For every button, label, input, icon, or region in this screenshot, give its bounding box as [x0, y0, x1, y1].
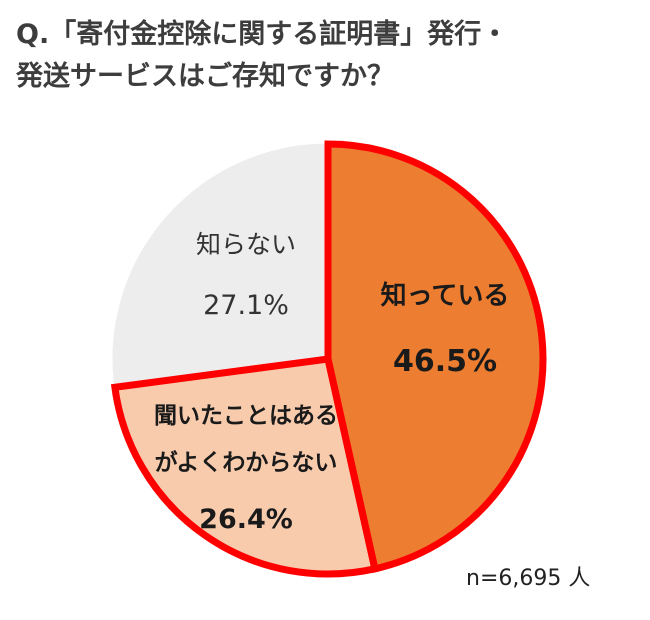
slice-label: 聞いたことはある	[154, 403, 338, 429]
chart-title-line-2: 発送サービスはご存知ですか？	[16, 61, 394, 92]
slice-value-label: 26.4%	[199, 504, 293, 535]
pie-slice-highlight-border	[324, 140, 547, 574]
slice-label: 知らない	[196, 230, 296, 259]
chart-title-line-1: Q.「寄付金控除に関する証明書」発行・	[16, 19, 509, 50]
chart-title: Q.「寄付金控除に関する証明書」発行・ 発送サービスはご存知ですか？	[16, 14, 636, 98]
pie-slice	[109, 140, 330, 390]
slice-label: 知っている	[381, 281, 510, 311]
slice-value-label: 46.5%	[393, 344, 497, 379]
sample-size-label: n=6,695 人	[466, 566, 591, 591]
pie-slice-highlight-border	[110, 355, 380, 578]
slice-label: がよくわからない	[155, 449, 338, 476]
slice-value-label: 27.1%	[203, 290, 289, 321]
